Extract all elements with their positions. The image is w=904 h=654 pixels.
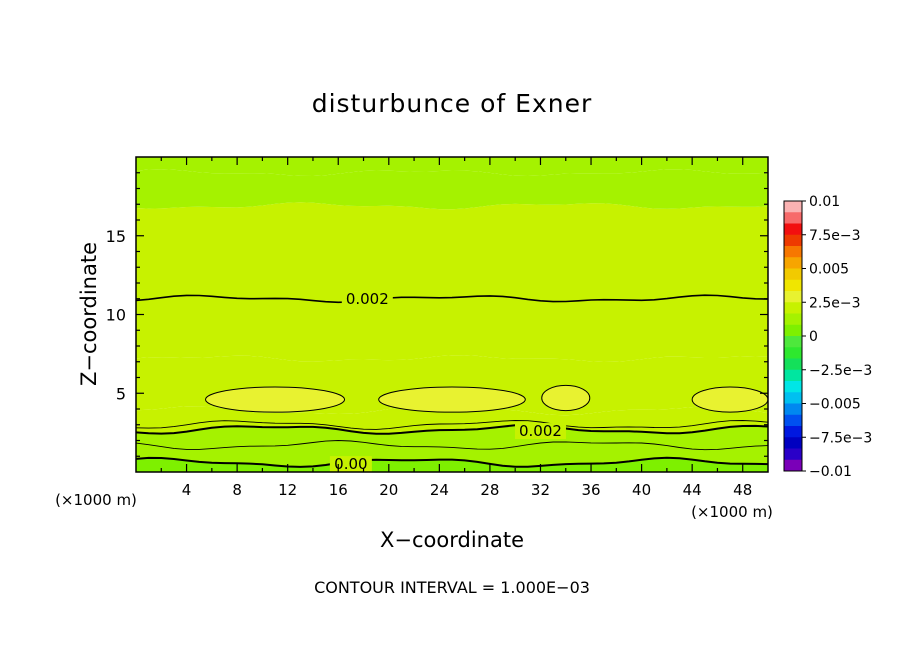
x-tick-label: 12 (278, 481, 297, 499)
y-axis-ticks: 5 10 15 (106, 172, 768, 457)
colorbar-label: 7.5e−3 (809, 228, 861, 244)
colorbar-swatch (784, 223, 802, 236)
colorbar-swatch (784, 336, 802, 348)
x-tick-label: 24 (430, 481, 449, 499)
x-tick-label: 32 (531, 481, 550, 499)
colorbar-swatch (784, 426, 802, 438)
colorbar-swatch (784, 437, 802, 449)
contour-band-0 (136, 457, 768, 472)
colorbar-swatch (784, 313, 802, 326)
y-tick-label: 5 (116, 384, 126, 403)
contour-line-1 (136, 423, 768, 435)
x-tick-label: 8 (232, 481, 242, 499)
x-axis-ticks: 4 8 12 16 20 24 28 32 36 40 44 48 (160, 157, 752, 499)
contour-lines: 0.002 0.002 0.00 (136, 290, 768, 473)
contour-band-2 (136, 424, 768, 450)
colorbar: 0.01 7.5e−3 0.005 2.5e−3 0 −2.5e−3 −0.005 −7.5e… (783, 194, 872, 480)
colorbar-swatch (784, 459, 802, 472)
contour-label-2: 0.00 (334, 455, 367, 473)
x-tick-label: 4 (182, 481, 192, 499)
x-unit-label-right: (×1000 m) (691, 503, 773, 521)
contour-line-2 (136, 456, 768, 468)
maximum-region-0 (205, 386, 346, 413)
contour-interval-footer: CONTOUR INTERVAL = 1.000E−03 (314, 578, 590, 597)
contour-band-1 (136, 440, 768, 467)
x-axis-label: X−coordinate (380, 528, 524, 552)
chart-title: disturbunce of Exner (312, 89, 593, 118)
contour-label-1: 0.002 (519, 422, 562, 440)
colorbar-label: −0.01 (809, 464, 852, 480)
contour-line-thin-1 (136, 440, 768, 451)
colorbar-swatch (784, 403, 802, 416)
x-tick-label: 28 (480, 481, 499, 499)
contour-label-bg-2 (329, 456, 372, 472)
x-tick-label: 36 (581, 481, 600, 499)
colorbar-label: −2.5e−3 (809, 363, 872, 379)
x-tick-label: 16 (329, 481, 348, 499)
x-tick-label: 48 (733, 481, 752, 499)
colorbar-swatch (784, 234, 802, 247)
colorbar-swatch (784, 212, 802, 224)
colorbar-swatch (784, 448, 802, 461)
y-tick-label: 15 (106, 227, 126, 246)
colorbar-label: 0 (809, 329, 818, 345)
x-tick-label: 44 (683, 481, 702, 499)
colorbar-swatch (784, 268, 802, 281)
contour-band-5 (136, 295, 768, 362)
contour-label-bg-0 (341, 290, 393, 307)
contour-line-0 (136, 294, 768, 304)
colorbar-swatch (784, 246, 802, 258)
colorbar-swatch (784, 369, 802, 382)
colorbar-swatch (784, 347, 802, 359)
y-axis-label: Z−coordinate (77, 242, 101, 386)
colorbar-swatch (784, 414, 802, 427)
contour-band-6 (136, 202, 768, 303)
maximum-region-2 (541, 384, 591, 412)
colorbar-swatch (784, 291, 802, 303)
x-tick-label: 20 (379, 481, 398, 499)
colorbar-swatch (784, 279, 802, 292)
colorbar-swatch (784, 392, 802, 404)
x-tick-label: 40 (632, 481, 651, 499)
colorbar-swatch (784, 302, 802, 314)
colorbar-swatch (784, 324, 802, 337)
contour-label-0: 0.002 (346, 290, 389, 308)
colorbar-label: 2.5e−3 (809, 295, 861, 311)
contour-line-thin-0 (136, 420, 768, 430)
colorbar-swatch (784, 201, 802, 213)
colorbar-label: 0.01 (809, 194, 840, 210)
maximum-region-1 (378, 386, 526, 413)
colorbar-label: 0.005 (809, 262, 849, 278)
contour-band-7 (136, 169, 768, 210)
colorbar-swatch (784, 381, 802, 393)
colorbar-label: −0.005 (809, 397, 861, 413)
x-unit-label-left: (×1000 m) (55, 491, 137, 509)
colorbar-swatch (784, 257, 802, 269)
colorbar-swatch (784, 358, 802, 371)
maxima-regions (205, 384, 768, 413)
colorbar-label: −7.5e−3 (809, 430, 872, 446)
contour-band-8 (136, 157, 768, 176)
y-tick-label: 10 (106, 306, 126, 325)
contour-label-bg-1 (514, 423, 566, 440)
maximum-region-3 (691, 386, 768, 413)
contour-fill (136, 157, 768, 472)
